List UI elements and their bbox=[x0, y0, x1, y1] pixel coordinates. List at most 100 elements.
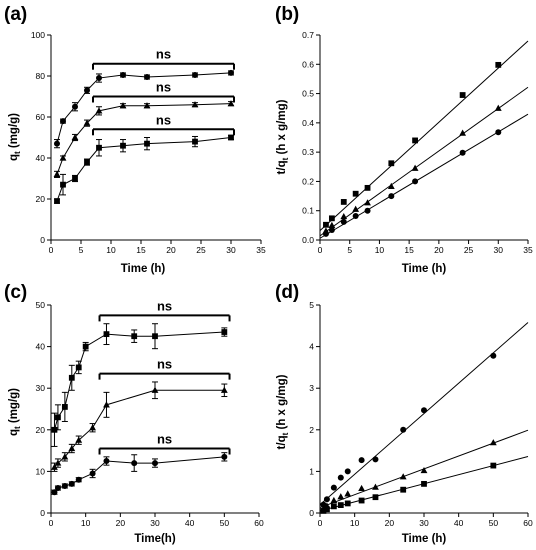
data-point-circle bbox=[459, 149, 466, 156]
data-point-triangle bbox=[330, 496, 338, 504]
data-point-triangle bbox=[191, 101, 199, 108]
data-point-triangle bbox=[494, 104, 502, 111]
data-point-triangle bbox=[89, 424, 96, 431]
data-point-circle bbox=[388, 193, 395, 200]
x-tick-label: 5 bbox=[347, 245, 352, 255]
x-tick-label: 30 bbox=[226, 245, 236, 255]
ns-label: ns bbox=[157, 357, 172, 372]
data-point-triangle bbox=[143, 102, 151, 109]
y-axis-title: qt (mg/g) bbox=[8, 388, 22, 436]
data-point-square bbox=[55, 414, 61, 421]
x-tick-label: 60 bbox=[523, 518, 533, 528]
data-point-triangle bbox=[364, 199, 371, 206]
data-point-triangle bbox=[59, 154, 67, 161]
data-point-triangle bbox=[71, 133, 79, 141]
y-tick-label: 100 bbox=[31, 30, 45, 40]
y-tick-label: 10 bbox=[36, 466, 46, 476]
data-point-circle bbox=[96, 75, 102, 82]
y-tick-label: 30 bbox=[36, 383, 46, 393]
y-tick-label: 0 bbox=[40, 508, 45, 518]
x-tick-label: 50 bbox=[220, 518, 230, 528]
data-point-square bbox=[144, 140, 150, 147]
x-axis-title: Time (h) bbox=[121, 263, 166, 275]
data-point-circle bbox=[372, 456, 379, 463]
y-tick-label: 0 bbox=[309, 508, 314, 518]
data-point-square bbox=[421, 480, 427, 487]
data-point-triangle bbox=[54, 459, 62, 466]
data-point-square bbox=[221, 329, 228, 335]
data-point-triangle bbox=[489, 439, 497, 446]
data-point-circle bbox=[89, 470, 96, 477]
data-point-square bbox=[364, 184, 371, 191]
data-point-square bbox=[84, 159, 90, 165]
data-point-square bbox=[68, 374, 75, 381]
x-tick-label: 10 bbox=[350, 518, 360, 528]
data-point-circle bbox=[337, 474, 344, 481]
data-point-circle bbox=[103, 458, 110, 464]
series-line bbox=[53, 331, 225, 430]
data-point-square bbox=[54, 198, 60, 204]
data-point-circle bbox=[364, 207, 371, 214]
data-point-triangle bbox=[399, 473, 407, 480]
y-tick-label: 50 bbox=[36, 300, 46, 310]
data-point-triangle bbox=[411, 164, 419, 171]
ns-label: ns bbox=[157, 298, 172, 313]
data-point-triangle bbox=[51, 463, 58, 470]
data-point-circle bbox=[358, 457, 365, 464]
data-point-square bbox=[372, 494, 379, 501]
data-point-triangle bbox=[344, 490, 352, 497]
data-point-circle bbox=[330, 484, 337, 491]
y-tick-label: 1 bbox=[309, 466, 314, 476]
series-line bbox=[54, 456, 225, 493]
data-point-square bbox=[400, 486, 407, 493]
data-point-circle bbox=[120, 71, 126, 78]
data-point-triangle bbox=[53, 170, 61, 177]
data-point-circle bbox=[400, 426, 407, 433]
y-tick-label: 60 bbox=[36, 112, 46, 122]
data-point-square bbox=[82, 343, 89, 350]
data-point-triangle bbox=[61, 453, 69, 460]
panel-label: (d) bbox=[275, 282, 299, 303]
data-point-triangle bbox=[227, 100, 235, 107]
ns-label: ns bbox=[156, 80, 171, 95]
y-tick-label: 0.5 bbox=[302, 89, 314, 99]
y-axis-title: t/qt (h x g/mg) bbox=[276, 374, 290, 449]
data-point-square bbox=[495, 61, 502, 68]
panel-b: (b) Time (h) t/qt (h x g/mg) 0 5 10 15 20 25 3… bbox=[275, 4, 533, 275]
x-axis-title: Time (h) bbox=[402, 533, 447, 545]
data-point-square bbox=[340, 199, 347, 205]
data-point-square bbox=[459, 92, 466, 98]
data-point-triangle bbox=[328, 221, 336, 228]
data-point-circle bbox=[61, 482, 68, 489]
x-tick-label: 15 bbox=[404, 245, 414, 255]
data-point-triangle bbox=[103, 401, 110, 408]
data-point-circle bbox=[54, 140, 60, 147]
data-point-circle bbox=[322, 230, 329, 237]
x-tick-label: 30 bbox=[150, 518, 160, 528]
y-tick-label: 0.1 bbox=[302, 206, 314, 216]
data-point-circle bbox=[412, 178, 419, 185]
data-point-square bbox=[337, 502, 344, 508]
data-point-circle bbox=[60, 118, 66, 125]
data-point-square bbox=[344, 500, 351, 507]
y-tick-label: 20 bbox=[36, 425, 46, 435]
data-point-triangle bbox=[340, 212, 348, 220]
fit-line bbox=[319, 322, 529, 506]
data-point-square bbox=[388, 160, 395, 167]
data-point-circle bbox=[54, 485, 61, 492]
x-tick-label: 0 bbox=[318, 245, 323, 255]
data-point-circle bbox=[495, 129, 502, 136]
data-point-circle bbox=[340, 218, 347, 225]
x-tick-label: 20 bbox=[385, 518, 395, 528]
panel-label: (c) bbox=[4, 282, 27, 303]
data-point-circle bbox=[51, 489, 58, 496]
y-tick-label: 4 bbox=[309, 342, 314, 352]
y-tick-label: 2 bbox=[309, 425, 314, 435]
data-point-triangle bbox=[83, 119, 91, 126]
data-point-circle bbox=[75, 476, 82, 483]
x-tick-label: 0 bbox=[49, 245, 54, 255]
data-point-triangle bbox=[387, 182, 395, 190]
x-tick-label: 60 bbox=[254, 518, 264, 528]
data-point-square bbox=[120, 142, 126, 149]
y-axis-title: t/qt (h x g/mg) bbox=[276, 99, 290, 174]
